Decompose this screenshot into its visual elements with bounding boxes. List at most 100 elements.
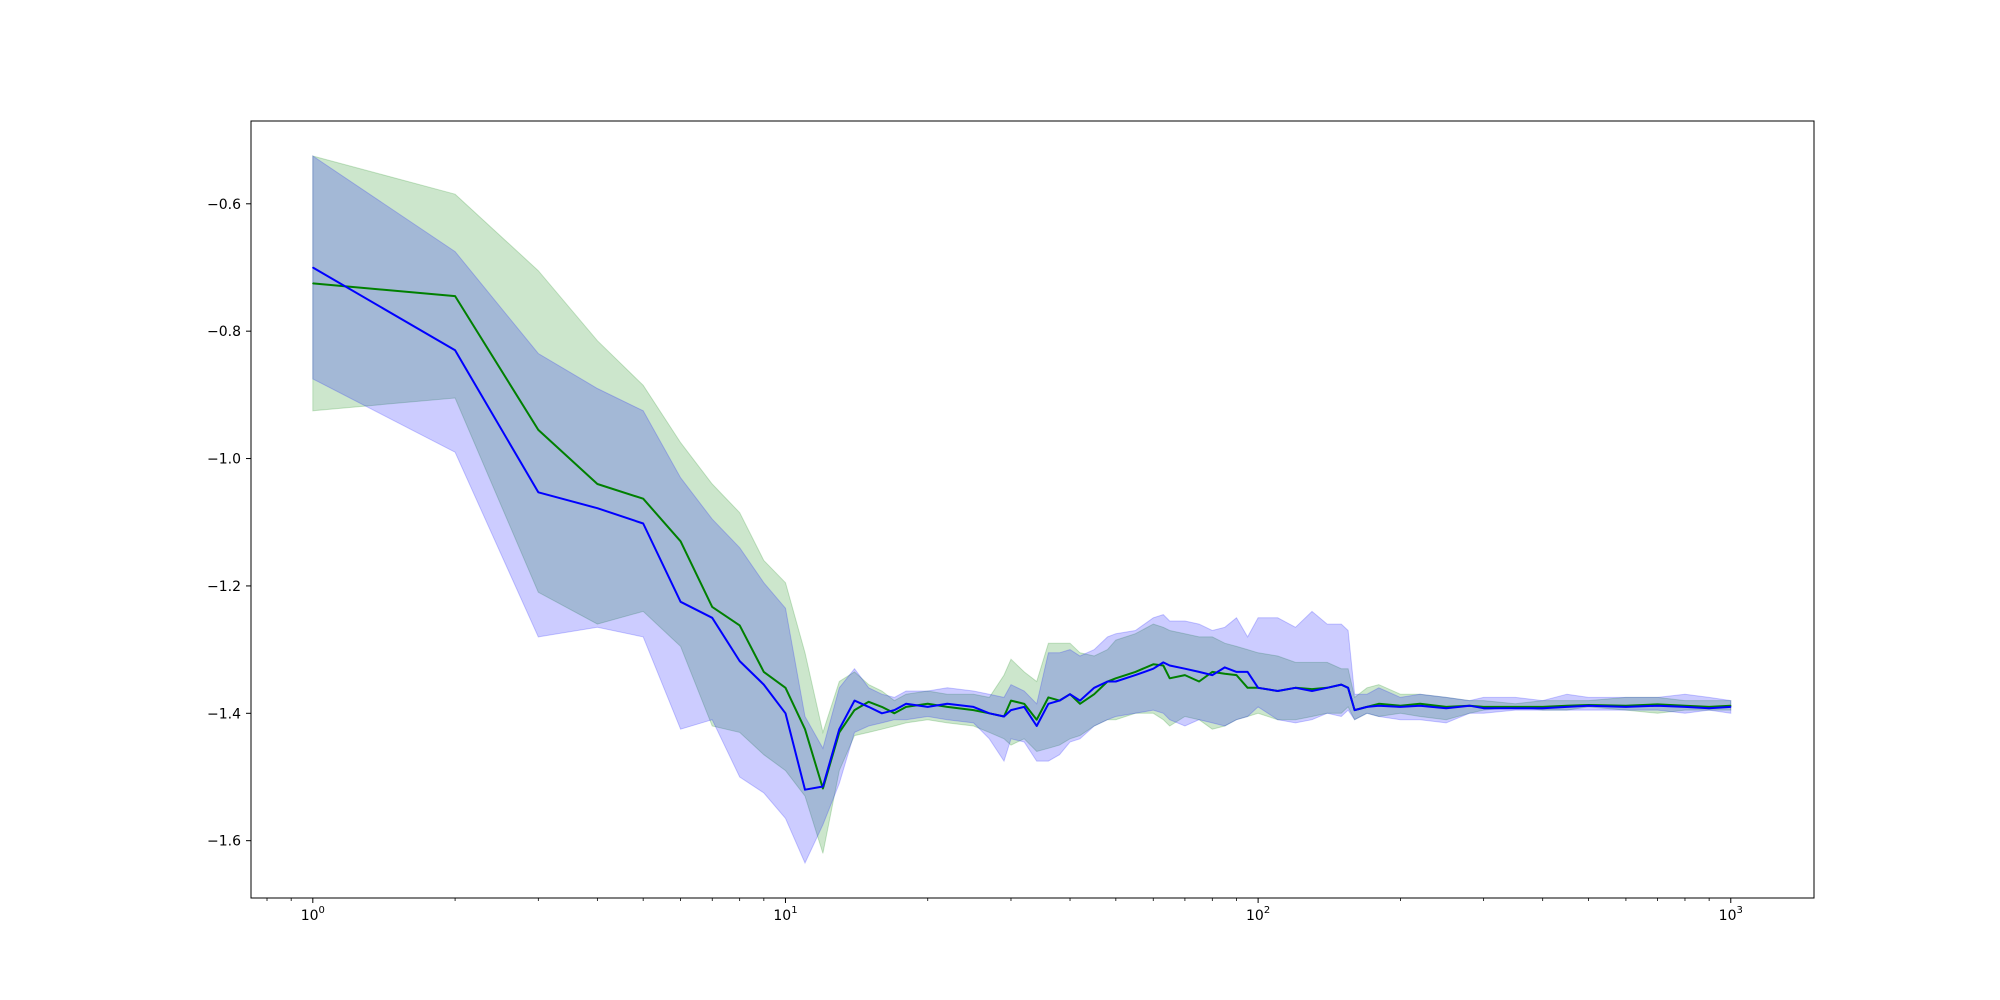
data-point-series-2	[1047, 703, 1049, 705]
data-point-series-1	[1378, 703, 1380, 705]
data-point-series-1	[1036, 719, 1038, 721]
data-point-series-2	[838, 728, 840, 730]
data-point-series-2	[1445, 707, 1447, 709]
data-point-series-1	[1115, 677, 1117, 679]
x-tick-label-exponent: 3	[1736, 905, 1742, 916]
data-point-series-1	[1047, 696, 1049, 699]
data-point-series-2	[1152, 668, 1154, 670]
data-point-series-1	[1162, 664, 1164, 667]
data-point-series-2	[905, 703, 907, 705]
data-point-series-2	[1003, 715, 1005, 718]
data-point-series-2	[1010, 709, 1012, 711]
data-point-series-1	[1311, 688, 1313, 690]
x-tick-label: 102	[1246, 905, 1270, 924]
data-point-series-2	[739, 660, 741, 662]
data-point-series-2	[1257, 687, 1259, 689]
data-point-series-2	[1587, 705, 1590, 707]
data-point-series-2	[1169, 664, 1171, 667]
y-tick-label: −1.6	[207, 834, 241, 850]
data-point-series-2	[1247, 671, 1249, 673]
data-point-series-2	[1468, 705, 1471, 707]
data-point-series-2	[711, 617, 713, 619]
data-point-series-1	[739, 624, 741, 627]
data-point-series-2	[988, 712, 990, 714]
data-point-series-1	[1134, 671, 1136, 673]
data-point-series-2	[1277, 690, 1279, 692]
data-point-series-2	[1093, 687, 1095, 689]
data-point-series-2	[1106, 680, 1109, 683]
data-point-series-1	[853, 709, 856, 711]
data-point-series-1	[1224, 673, 1226, 675]
series-lines	[312, 266, 1732, 791]
data-point-series-1	[1093, 693, 1095, 695]
data-point-series-2	[1211, 674, 1213, 676]
y-axis: −0.6 −0.8 −1.0 −1.2 −1.4 −1.6	[207, 197, 251, 850]
data-point-series-2	[1366, 706, 1368, 708]
data-point-series-1	[680, 540, 682, 542]
data-point-series-2	[1378, 705, 1380, 707]
data-point-series-1	[711, 606, 713, 608]
data-point-series-2	[312, 266, 314, 269]
data-point-series-2	[1294, 687, 1297, 689]
data-point-series-2	[1079, 700, 1081, 702]
data-point-series-1	[1184, 674, 1186, 676]
data-point-series-2	[1069, 693, 1071, 695]
data-point-series-1	[1079, 703, 1081, 705]
data-point-series-1	[1211, 671, 1213, 673]
data-point-series-2	[1419, 705, 1421, 707]
data-point-series-1	[881, 706, 883, 708]
y-tick-label: −1.2	[207, 579, 241, 595]
data-point-series-1	[927, 703, 929, 705]
data-point-series-1	[312, 282, 314, 284]
data-point-series-2	[1198, 671, 1200, 673]
data-point-series-1	[1419, 703, 1421, 705]
data-point-series-2	[893, 709, 896, 711]
data-point-series-1	[946, 706, 948, 708]
data-point-series-2	[1340, 684, 1342, 686]
data-point-series-2	[1134, 674, 1136, 676]
x-tick-label-exponent: 1	[791, 905, 797, 916]
band-series-1	[312, 155, 1732, 854]
data-point-series-1	[1198, 680, 1200, 683]
x-tick-label-exponent: 0	[319, 905, 325, 916]
data-point-series-1	[763, 671, 765, 673]
data-point-series-1	[822, 787, 824, 790]
data-point-series-2	[804, 789, 806, 791]
data-point-series-1	[905, 706, 907, 708]
data-point-series-1	[1657, 703, 1659, 706]
data-point-series-1	[1169, 677, 1171, 679]
y-tick-label: −0.6	[207, 197, 241, 213]
data-point-series-2	[853, 700, 856, 702]
data-point-series-1	[1152, 663, 1154, 665]
data-point-series-2	[784, 712, 787, 714]
data-point-series-2	[946, 703, 948, 705]
x-tick-label: 100	[301, 905, 325, 924]
data-point-series-1	[868, 701, 870, 703]
data-point-series-1	[784, 687, 787, 689]
data-point-series-2	[1224, 666, 1226, 669]
y-tick-label: −0.8	[207, 324, 241, 340]
data-point-series-2	[642, 522, 644, 525]
data-point-series-2	[680, 601, 682, 603]
data-point-series-1	[454, 295, 456, 297]
data-point-series-2	[927, 706, 929, 708]
x-axis: 100 101 102 1 0 3	[266, 898, 1743, 924]
data-point-series-2	[1625, 706, 1627, 708]
data-point-series-2	[1058, 700, 1061, 702]
data-point-series-2	[537, 491, 539, 493]
data-point-series-1	[1010, 700, 1012, 702]
data-point-series-1	[1247, 687, 1249, 689]
data-point-series-1	[893, 712, 896, 714]
data-point-series-2	[1566, 706, 1568, 708]
data-point-series-2	[1023, 706, 1025, 708]
data-point-series-1	[1023, 703, 1025, 705]
data-point-series-2	[1657, 705, 1659, 707]
x-tick-label: 101	[773, 905, 797, 924]
data-point-series-2	[1514, 707, 1516, 709]
data-point-series-2	[1326, 687, 1328, 689]
data-point-series-2	[1542, 707, 1544, 709]
data-point-series-2	[1184, 668, 1186, 670]
data-point-series-1	[804, 728, 806, 730]
data-point-series-2	[1311, 690, 1313, 692]
